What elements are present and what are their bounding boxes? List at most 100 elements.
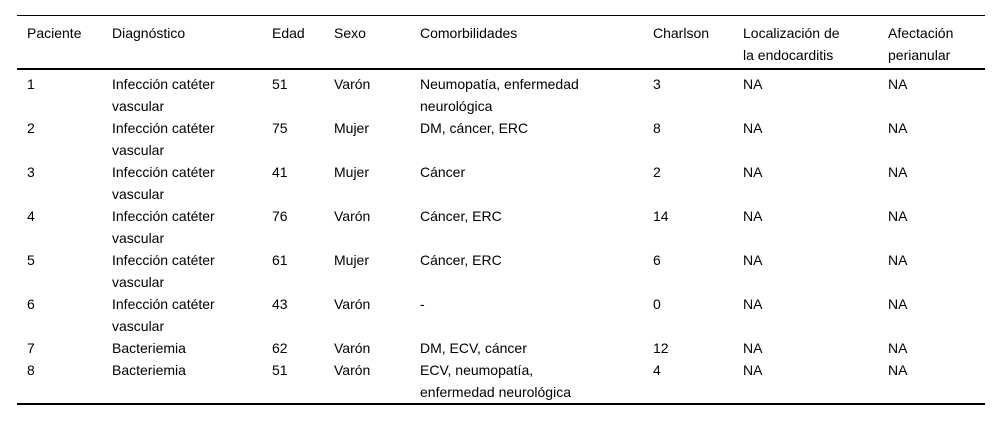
cell-text: 61: [272, 252, 288, 268]
cell-sexo: Mujer: [334, 161, 420, 205]
cell-edad: 51: [272, 69, 334, 117]
cell-text: 76: [272, 208, 288, 224]
cell-text: Infección catéter vascular: [112, 120, 215, 158]
cell-text: Mujer: [334, 164, 370, 180]
cell-charlson: 8: [653, 117, 743, 161]
cell-text: 7: [27, 340, 35, 356]
col-header-diagnostico: Diagnóstico: [112, 16, 272, 70]
cell-afectacion: NA: [888, 69, 985, 117]
cell-text: NA: [743, 76, 763, 92]
cell-afectacion: NA: [888, 249, 985, 293]
cell-text: NA: [888, 120, 908, 136]
cell-diagnostico: Infección catéter vascular: [112, 249, 272, 293]
cell-comorbilidades: ECV, neumopatía, enfermedad neurológica: [420, 359, 653, 404]
cell-charlson: 6: [653, 249, 743, 293]
cell-text: 51: [272, 362, 288, 378]
cell-edad: 61: [272, 249, 334, 293]
col-header-label: Afectación perianular: [888, 25, 954, 63]
cell-text: NA: [743, 164, 763, 180]
cell-diagnostico: Infección catéter vascular: [112, 117, 272, 161]
cell-diagnostico: Infección catéter vascular: [112, 205, 272, 249]
cell-text: 8: [653, 120, 661, 136]
cell-text: Cáncer, ERC: [420, 208, 502, 224]
cell-charlson: 3: [653, 69, 743, 117]
cell-text: Varón: [334, 296, 371, 312]
cell-afectacion: NA: [888, 205, 985, 249]
col-header-label: Sexo: [334, 25, 366, 41]
cell-sexo: Mujer: [334, 117, 420, 161]
cell-text: 14: [653, 208, 669, 224]
cell-sexo: Varón: [334, 359, 420, 404]
cell-comorbilidades: Neumopatía, enfermedad neurológica: [420, 69, 653, 117]
cell-sexo: Varón: [334, 293, 420, 337]
cell-edad: 62: [272, 337, 334, 359]
cell-text: Infección catéter vascular: [112, 252, 215, 290]
cell-text: Infección catéter vascular: [112, 76, 215, 114]
cell-edad: 43: [272, 293, 334, 337]
cell-comorbilidades: Cáncer: [420, 161, 653, 205]
cell-paciente: 2: [17, 117, 112, 161]
cell-text: 0: [653, 296, 661, 312]
col-header-label: Edad: [272, 25, 305, 41]
col-header-label: Paciente: [27, 25, 82, 41]
cell-localizacion: NA: [743, 249, 888, 293]
cell-text: Varón: [334, 340, 371, 356]
cell-text: Mujer: [334, 120, 370, 136]
cell-comorbilidades: -: [420, 293, 653, 337]
cell-diagnostico: Infección catéter vascular: [112, 161, 272, 205]
cell-text: NA: [743, 296, 763, 312]
cell-paciente: 1: [17, 69, 112, 117]
cell-diagnostico: Infección catéter vascular: [112, 69, 272, 117]
cell-text: 4: [27, 208, 35, 224]
cell-text: NA: [743, 208, 763, 224]
cell-afectacion: NA: [888, 117, 985, 161]
cell-text: NA: [888, 76, 908, 92]
cell-afectacion: NA: [888, 359, 985, 404]
col-header-charlson: Charlson: [653, 16, 743, 70]
cell-localizacion: NA: [743, 293, 888, 337]
cell-text: NA: [888, 340, 908, 356]
cell-paciente: 6: [17, 293, 112, 337]
cell-text: NA: [888, 362, 908, 378]
cell-text: Varón: [334, 76, 371, 92]
col-header-localizacion-endocarditis: Localización de la endocarditis: [743, 16, 888, 70]
cell-text: Varón: [334, 208, 371, 224]
cell-text: Infección catéter vascular: [112, 296, 215, 334]
cell-text: 8: [27, 362, 35, 378]
cell-diagnostico: Bacteriemia: [112, 359, 272, 404]
cell-afectacion: NA: [888, 337, 985, 359]
cell-paciente: 3: [17, 161, 112, 205]
col-header-paciente: Paciente: [17, 16, 112, 70]
cell-localizacion: NA: [743, 69, 888, 117]
cell-edad: 41: [272, 161, 334, 205]
cell-paciente: 8: [17, 359, 112, 404]
cell-charlson: 0: [653, 293, 743, 337]
cell-text: 12: [653, 340, 669, 356]
cell-text: Infección catéter vascular: [112, 208, 215, 246]
cell-text: NA: [888, 296, 908, 312]
cell-paciente: 4: [17, 205, 112, 249]
cell-sexo: Varón: [334, 205, 420, 249]
cell-paciente: 5: [17, 249, 112, 293]
cell-text: NA: [743, 252, 763, 268]
cell-text: NA: [743, 340, 763, 356]
cell-comorbilidades: DM, ECV, cáncer: [420, 337, 653, 359]
cell-text: 2: [653, 164, 661, 180]
cell-afectacion: NA: [888, 161, 985, 205]
cell-text: NA: [888, 208, 908, 224]
cell-text: 3: [653, 76, 661, 92]
cell-text: 5: [27, 252, 35, 268]
cell-text: 75: [272, 120, 288, 136]
cell-text: DM, ECV, cáncer: [420, 340, 527, 356]
table-row: 4 Infección catéter vascular 76 Varón Cá…: [17, 205, 985, 249]
cell-text: 2: [27, 120, 35, 136]
cell-text: Bacteriemia: [112, 340, 186, 356]
cell-comorbilidades: Cáncer, ERC: [420, 249, 653, 293]
col-header-edad: Edad: [272, 16, 334, 70]
cell-text: NA: [743, 120, 763, 136]
cell-text: Cáncer: [420, 164, 466, 180]
col-header-comorbilidades: Comorbilidades: [420, 16, 653, 70]
cell-text: NA: [888, 164, 908, 180]
table-row: 5 Infección catéter vascular 61 Mujer Cá…: [17, 249, 985, 293]
cell-charlson: 4: [653, 359, 743, 404]
